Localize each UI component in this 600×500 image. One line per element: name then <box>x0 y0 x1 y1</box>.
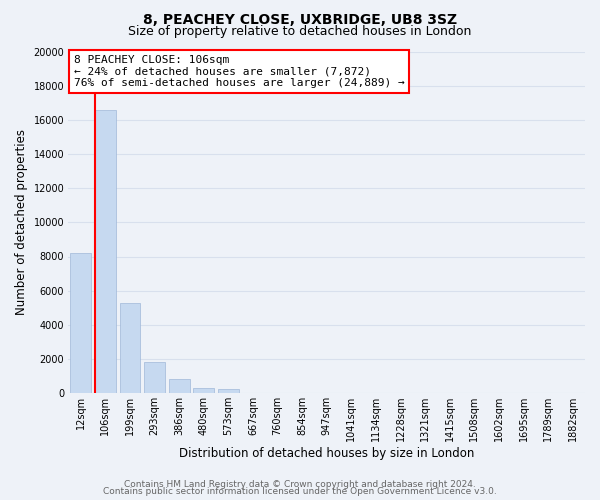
Bar <box>193 388 214 393</box>
Bar <box>169 380 190 393</box>
Text: Contains HM Land Registry data © Crown copyright and database right 2024.: Contains HM Land Registry data © Crown c… <box>124 480 476 489</box>
Bar <box>218 389 239 393</box>
Text: Size of property relative to detached houses in London: Size of property relative to detached ho… <box>128 25 472 38</box>
Text: Contains public sector information licensed under the Open Government Licence v3: Contains public sector information licen… <box>103 487 497 496</box>
X-axis label: Distribution of detached houses by size in London: Distribution of detached houses by size … <box>179 447 475 460</box>
Y-axis label: Number of detached properties: Number of detached properties <box>15 130 28 316</box>
Bar <box>144 362 165 393</box>
Text: 8 PEACHEY CLOSE: 106sqm
← 24% of detached houses are smaller (7,872)
76% of semi: 8 PEACHEY CLOSE: 106sqm ← 24% of detache… <box>74 55 404 88</box>
Bar <box>119 302 140 393</box>
Bar <box>70 253 91 393</box>
Text: 8, PEACHEY CLOSE, UXBRIDGE, UB8 3SZ: 8, PEACHEY CLOSE, UXBRIDGE, UB8 3SZ <box>143 12 457 26</box>
Bar <box>95 110 116 393</box>
